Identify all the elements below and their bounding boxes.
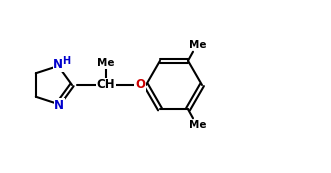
Text: CH: CH [97,79,115,92]
Text: Me: Me [189,120,207,130]
Text: H: H [62,56,70,66]
Text: N: N [54,98,64,112]
Text: N: N [53,58,63,71]
Text: O: O [135,79,145,92]
Text: Me: Me [97,58,115,68]
Text: Me: Me [189,40,207,50]
